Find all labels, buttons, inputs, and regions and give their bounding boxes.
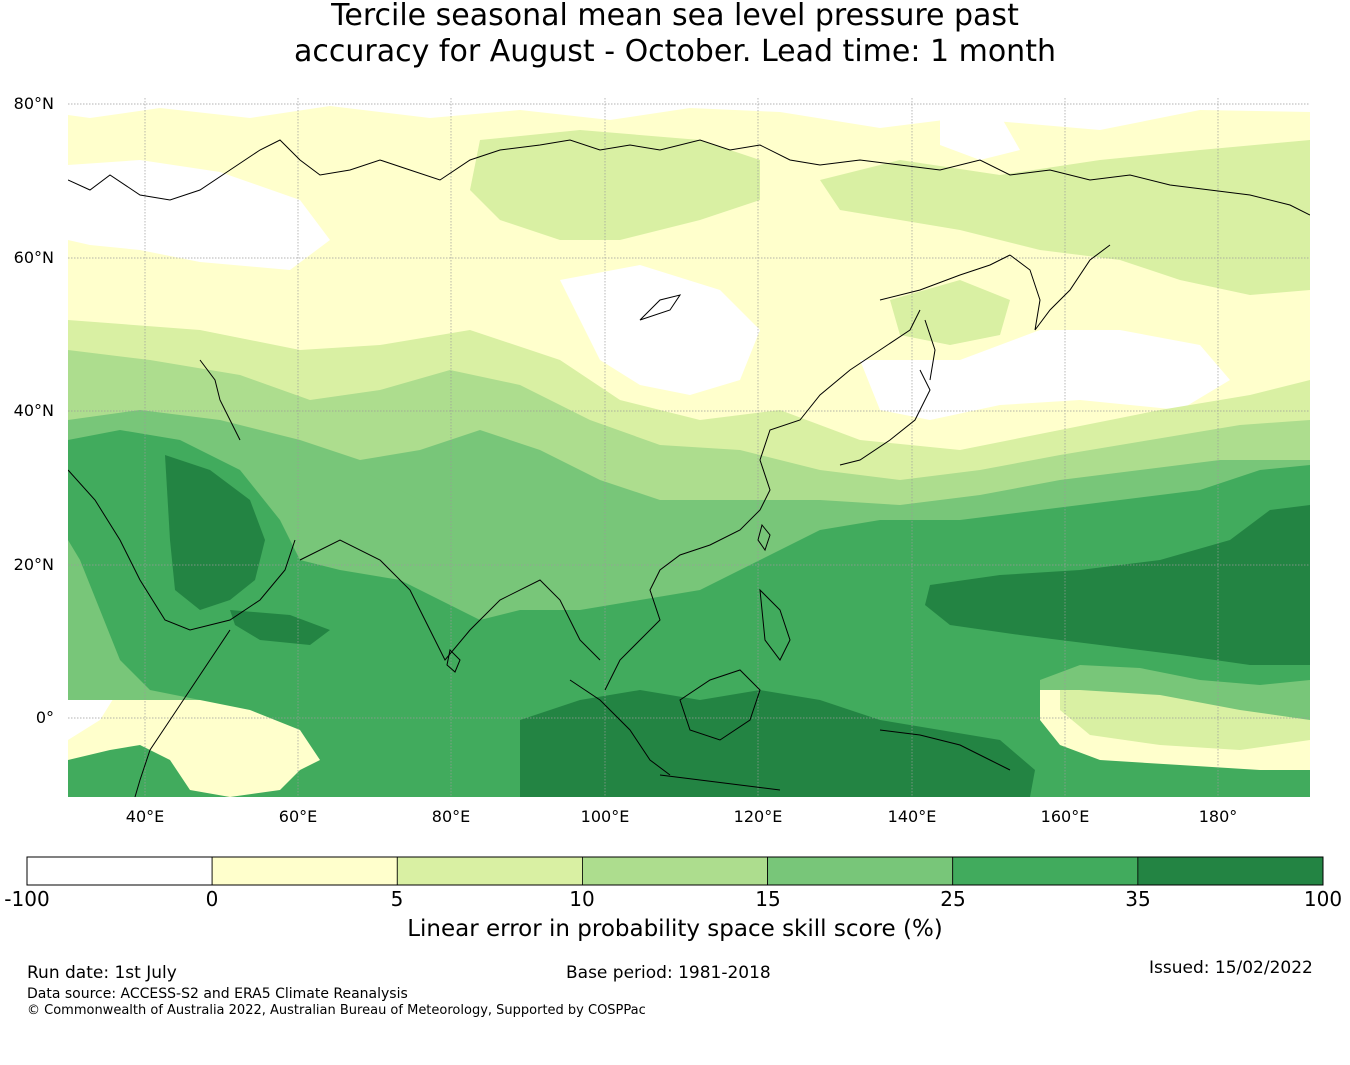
colorbar-tick-10: 10	[569, 887, 595, 911]
white-patch-central-asia	[560, 265, 760, 395]
lat-label-40n: 40°N	[13, 401, 54, 420]
coastlines	[68, 139, 1310, 797]
colorbar-tick-35: 35	[1125, 887, 1151, 911]
lon-label-120e: 120°E	[733, 807, 783, 826]
colorbar-frame	[26, 856, 1324, 886]
map-title-line-1: Tercile seasonal mean sea level pressure…	[331, 0, 1019, 33]
coast-arabia	[68, 469, 296, 631]
skill-field	[68, 98, 1310, 797]
map-title-line-2: accuracy for August - October. Lead time…	[294, 34, 1056, 69]
band-5-10-north	[470, 130, 760, 240]
lon-label-100e: 100°E	[580, 807, 630, 826]
colorbar-tick-neg100: -100	[4, 887, 50, 911]
lon-label-180: 180°	[1198, 807, 1238, 826]
data-source: Data source: ACCESS-S2 and ERA5 Climate …	[27, 986, 408, 1002]
coast-philippines	[759, 588, 791, 661]
white-patch-arctic	[68, 98, 1310, 130]
colorbar-swatch-4	[767, 856, 954, 886]
band-25-35	[68, 430, 1310, 797]
colorbar-swatch-0	[26, 856, 213, 886]
band-35-100-arabian-sea	[230, 610, 330, 645]
colorbar-label: Linear error in probability space skill …	[407, 916, 943, 942]
coast-baikal	[639, 294, 682, 321]
coast-japan	[839, 369, 931, 466]
white-patch-east-siberia	[940, 110, 1020, 160]
coast-india	[299, 539, 601, 661]
coast-sri-lanka	[446, 648, 461, 673]
colorbar-tick-25: 25	[940, 887, 966, 911]
colorbar-swatch-2	[396, 856, 583, 886]
colorbar-tick-15: 15	[755, 887, 781, 911]
issued-date: Issued: 15/02/2022	[1149, 958, 1313, 978]
coast-caspian	[199, 359, 241, 441]
colorbar-tick-100: 100	[1303, 887, 1343, 911]
band-35-100-maritime	[520, 690, 1035, 797]
band-35-100-pacific	[925, 505, 1310, 665]
coast-java	[659, 774, 781, 791]
coast-sumatra	[569, 679, 671, 776]
lat-label-0: 0°	[35, 708, 54, 727]
band-5-10-northeast	[820, 140, 1310, 295]
coast-africa	[134, 629, 231, 797]
graticule	[68, 98, 1310, 797]
white-patch-west-russia	[68, 160, 330, 270]
lon-label-60e: 60°E	[278, 807, 318, 826]
lat-label-20n: 20°N	[13, 555, 54, 574]
colorbar-swatch-1	[211, 856, 398, 886]
lon-label-140e: 140°E	[887, 807, 937, 826]
coast-taiwan	[757, 523, 771, 552]
colorbar-tick-0: 0	[205, 887, 219, 911]
white-patch-japan-pacific	[860, 330, 1230, 420]
colorbar-swatch-3	[582, 856, 768, 886]
lat-label-80n: 80°N	[13, 94, 54, 113]
lat-label-60n: 60°N	[13, 248, 54, 267]
coast-kamchatka	[1009, 244, 1111, 331]
base-period: Base period: 1981-2018	[566, 963, 771, 983]
band-5-10-okhotsk	[890, 280, 1010, 345]
coast-sakhalin	[924, 319, 936, 381]
coast-okhotsk	[879, 254, 1011, 301]
coast-new-guinea	[879, 729, 1011, 771]
coast-east-asia	[604, 309, 921, 691]
band-35-100-arabia	[165, 455, 265, 610]
colorbar-swatches	[26, 856, 1324, 886]
lon-label-80e: 80°E	[431, 807, 471, 826]
run-date: Run date: 1st July	[27, 963, 177, 983]
coast-borneo	[679, 669, 761, 741]
coast-arctic-europe	[68, 139, 1310, 216]
lon-label-160e: 160°E	[1040, 807, 1090, 826]
colorbar-swatch-6	[1137, 856, 1324, 886]
lon-label-40e: 40°E	[125, 807, 165, 826]
copyright: © Commonwealth of Australia 2022, Austra…	[27, 1003, 646, 1018]
colorbar-tick-5: 5	[390, 887, 404, 911]
colorbar-swatch-5	[952, 856, 1139, 886]
